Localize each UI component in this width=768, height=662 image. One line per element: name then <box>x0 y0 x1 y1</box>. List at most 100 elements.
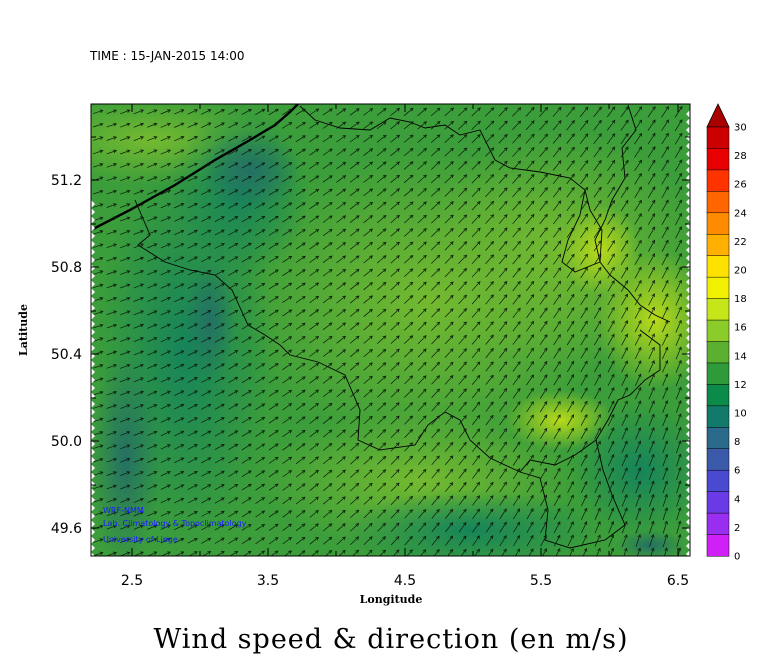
wind-arrow-head <box>166 363 171 368</box>
colorbar-swatch <box>706 126 730 149</box>
wind-arrow <box>377 402 386 411</box>
wind-arrow-head <box>584 347 588 352</box>
wind-arrow <box>458 415 467 426</box>
wind-arrow <box>228 296 238 303</box>
wind-arrow <box>187 350 198 356</box>
wind-arrow <box>499 428 507 439</box>
wind-arrow <box>499 374 507 386</box>
wind-arrow <box>93 445 103 449</box>
wind-arrow <box>93 257 103 262</box>
wind-arrow <box>635 521 641 534</box>
wind-arrow-head <box>436 335 440 339</box>
wind-arrow-head <box>274 537 279 541</box>
wind-arrow-head <box>207 243 212 247</box>
wind-arrow-head <box>153 176 158 180</box>
wind-arrow <box>621 454 628 467</box>
wind-arrow-head <box>180 511 185 515</box>
wind-arrow-head <box>153 457 158 462</box>
wind-arrow-head <box>598 133 602 138</box>
wind-arrow <box>93 458 103 463</box>
wind-arrow <box>214 109 225 115</box>
wind-arrow <box>349 228 360 237</box>
wind-arrow-head <box>288 122 293 126</box>
wind-arrow <box>526 455 534 466</box>
wind-arrow-head <box>678 145 683 150</box>
wind-arrow <box>228 457 238 464</box>
wind-arrow <box>404 362 413 371</box>
wind-arrow-head <box>207 162 212 167</box>
wind-arrow-head <box>489 468 494 473</box>
wind-arrow <box>93 217 103 222</box>
wind-arrow-head <box>234 470 239 474</box>
wind-arrow-head <box>301 202 306 206</box>
wind-arrow-head <box>651 480 655 485</box>
wind-arrow-head <box>678 239 682 244</box>
wind-arrow-head <box>140 337 144 341</box>
wind-arrow <box>444 268 454 278</box>
wind-arrow-head <box>234 430 239 434</box>
wind-arrow <box>526 428 534 439</box>
wind-arrow-head <box>463 107 468 112</box>
wind-arrow <box>458 214 467 224</box>
wind-arrow-head <box>490 267 494 272</box>
wind-arrow-head <box>678 172 683 177</box>
wind-arrow <box>525 187 535 198</box>
wind-arrow <box>634 133 642 145</box>
wind-arrow-head <box>571 200 575 205</box>
wind-arrow <box>608 508 614 520</box>
wind-arrow-head <box>301 429 306 434</box>
wind-arrow <box>608 481 614 494</box>
wind-arrow-head <box>678 119 683 124</box>
wind-arrow <box>499 482 507 493</box>
wind-arrow-head <box>167 203 171 207</box>
wind-arrow <box>133 297 144 302</box>
wind-arrow <box>512 254 521 265</box>
wind-arrow <box>133 109 144 115</box>
wind-arrow-head <box>463 428 467 433</box>
wind-arrow-head <box>113 109 117 113</box>
wind-arrow-head <box>153 524 158 529</box>
wind-arrow <box>322 362 333 371</box>
wind-arrow <box>268 135 279 142</box>
wind-arrow <box>268 175 279 183</box>
wind-arrow <box>431 535 440 546</box>
wind-arrow-head <box>423 107 427 112</box>
wind-arrow <box>620 240 629 252</box>
wind-arrow-head <box>503 388 508 392</box>
wind-arrow <box>309 189 319 196</box>
wind-arrow <box>120 538 130 543</box>
wind-arrow <box>377 523 386 532</box>
wind-arrow-head <box>517 361 521 365</box>
wind-arrow <box>160 390 171 396</box>
wind-arrow <box>160 364 171 370</box>
wind-arrow-head <box>624 547 628 552</box>
wind-arrow-head <box>463 241 468 245</box>
wind-arrow <box>120 190 130 195</box>
wind-arrow <box>552 120 562 131</box>
wind-arrow <box>553 334 561 346</box>
wind-arrow <box>147 524 157 530</box>
wind-arrow <box>457 134 468 144</box>
wind-arrow <box>228 149 238 156</box>
wind-arrow-head <box>409 254 414 259</box>
wind-arrow <box>403 201 414 210</box>
wind-arrow <box>106 511 117 517</box>
colorbar-swatches <box>706 126 730 557</box>
wind-arrow-head <box>490 428 494 433</box>
wind-arrow-head <box>382 215 387 219</box>
wind-arrow-head <box>409 549 413 554</box>
wind-arrow <box>350 469 359 478</box>
wind-arrow <box>241 443 252 451</box>
wind-arrow <box>377 362 386 371</box>
wind-arrow-head <box>382 188 387 192</box>
wind-arrow-head <box>503 521 507 526</box>
wind-arrow-head <box>234 537 239 541</box>
wind-arrow-head <box>530 106 535 111</box>
wind-arrow <box>417 348 427 358</box>
wind-arrow <box>228 403 238 410</box>
wind-arrow <box>676 534 681 548</box>
wind-arrow-head <box>382 161 387 166</box>
wind-arrow <box>553 280 561 292</box>
wind-arrow <box>621 360 628 373</box>
wind-arrow <box>174 136 184 142</box>
